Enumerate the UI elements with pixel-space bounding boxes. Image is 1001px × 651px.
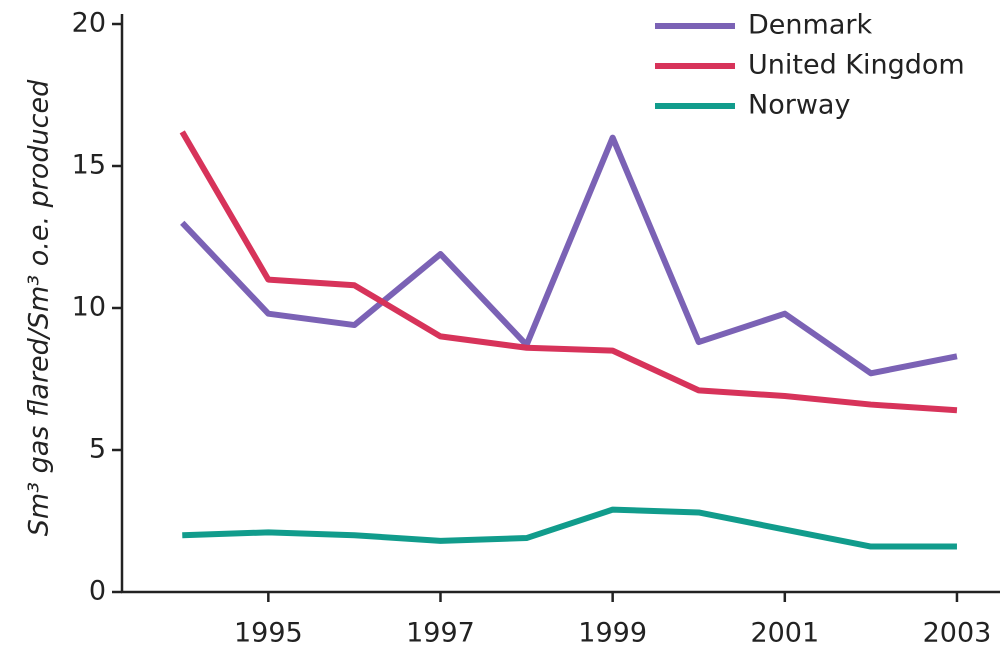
y-tick-label: 20 [72,8,106,39]
y-tick-label: 15 [72,150,106,181]
x-tick-label: 1995 [234,618,303,649]
x-tick-label: 2001 [750,618,819,649]
legend-label: Denmark [748,10,872,41]
data-line [179,130,958,414]
legend-label: United Kingdom [748,50,965,81]
legend-label: Norway [748,90,850,121]
x-tick-label: 1997 [406,618,475,649]
data-line [180,134,958,377]
y-tick-label: 10 [72,292,106,323]
y-tick-label: 5 [89,434,106,465]
x-tick-label: 1999 [578,618,647,649]
data-line [182,506,957,550]
y-tick-label: 0 [89,576,106,607]
x-tick-label: 2003 [923,618,992,649]
y-axis-label: Sm³ gas flared/Sm³ o.e. produced [24,79,55,536]
